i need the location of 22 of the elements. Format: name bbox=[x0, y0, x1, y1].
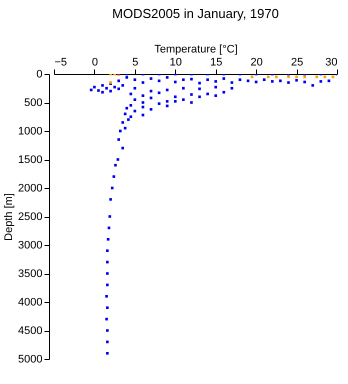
x-tick-label: 0 bbox=[92, 56, 98, 68]
y-axis-title: Depth [m] bbox=[3, 193, 16, 241]
y-tick-label: 1000 bbox=[18, 126, 42, 138]
y-tick-label: 0 bbox=[36, 68, 42, 80]
chart-title: MODS2005 in January, 1970 bbox=[112, 6, 279, 21]
y-tick-label: 2500 bbox=[18, 211, 42, 223]
y-tick-label: 1500 bbox=[18, 154, 42, 166]
x-tick-label: 5 bbox=[132, 56, 138, 68]
y-tick-label: 3000 bbox=[18, 240, 42, 252]
x-tick-label: 30 bbox=[325, 56, 338, 68]
x-tick-label: 10 bbox=[170, 56, 182, 68]
x-tick-label: 25 bbox=[290, 56, 304, 68]
y-tick-label: 2000 bbox=[18, 182, 42, 194]
y-tick-label: 500 bbox=[24, 97, 42, 109]
x-tick-label: −5 bbox=[54, 56, 68, 68]
x-tick-label: 20 bbox=[250, 56, 263, 68]
x-tick-label: 15 bbox=[210, 56, 222, 68]
y-tick-label: 3500 bbox=[18, 268, 42, 280]
x-axis-title: Temperature [°C] bbox=[154, 44, 238, 56]
y-tick-label: 5000 bbox=[18, 354, 42, 366]
y-tick-label: 4000 bbox=[18, 296, 42, 308]
y-tick-label: 4500 bbox=[18, 325, 42, 337]
